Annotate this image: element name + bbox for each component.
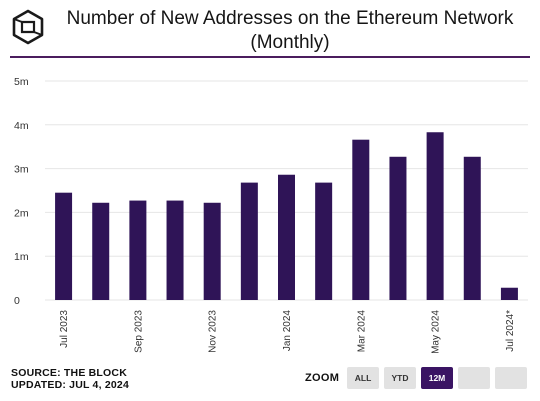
y-tick-label: 4m bbox=[14, 120, 29, 132]
x-tick-label: Jul 2024* bbox=[505, 310, 516, 352]
zoom-12m-button[interactable]: 12M bbox=[421, 367, 453, 389]
bar bbox=[92, 202, 110, 300]
bar bbox=[166, 200, 184, 300]
source-text: SOURCE: THE BLOCK bbox=[11, 367, 127, 379]
bar bbox=[203, 202, 221, 300]
bar bbox=[500, 287, 518, 300]
x-tick-label: Jan 2024 bbox=[282, 310, 293, 352]
y-tick-label: 2m bbox=[14, 207, 29, 219]
header-divider bbox=[10, 56, 530, 58]
chart-title: Number of New Addresses on the Ethereum … bbox=[50, 7, 530, 55]
bar bbox=[389, 156, 407, 300]
x-tick-label: May 2024 bbox=[431, 310, 442, 354]
bar bbox=[278, 174, 295, 300]
y-tick-label: 1m bbox=[14, 251, 29, 263]
zoom-blank-button-1[interactable] bbox=[458, 367, 490, 389]
chart-header: Number of New Addresses on the Ethereum … bbox=[0, 0, 540, 58]
y-tick-label: 0 bbox=[14, 295, 20, 307]
x-tick-label: Nov 2023 bbox=[208, 310, 219, 353]
bar bbox=[315, 182, 333, 300]
x-tick-label: Jul 2023 bbox=[59, 310, 70, 348]
zoom-ytd-button[interactable]: YTD bbox=[384, 367, 416, 389]
source-note: SOURCE: THE BLOCK UPDATED: JUL 4, 2024 bbox=[11, 367, 129, 391]
zoom-label: ZOOM bbox=[305, 372, 340, 384]
zoom-all-button[interactable]: ALL bbox=[347, 367, 379, 389]
y-tick-label: 5m bbox=[14, 76, 29, 88]
chart-title-line-2: (Monthly) bbox=[250, 32, 330, 53]
x-tick-label: Sep 2023 bbox=[133, 310, 144, 353]
bar bbox=[426, 132, 444, 300]
zoom-blank-button-2[interactable] bbox=[495, 367, 527, 389]
bar bbox=[352, 139, 370, 300]
bar-chart: 0 1m 2m 3m 4m 5m Jul 2023 Sep 2023 Nov 2023 Jan 2… bbox=[14, 76, 528, 354]
y-tick-label: 3m bbox=[14, 164, 29, 176]
x-tick-label: Mar 2024 bbox=[356, 310, 367, 353]
bar bbox=[463, 156, 481, 300]
bar bbox=[240, 182, 258, 300]
updated-text: UPDATED: JUL 4, 2024 bbox=[11, 379, 129, 391]
the-block-logo-icon bbox=[12, 9, 44, 45]
bar bbox=[129, 200, 147, 300]
bar bbox=[55, 192, 73, 300]
chart-title-line-1: Number of New Addresses on the Ethereum … bbox=[66, 8, 514, 29]
